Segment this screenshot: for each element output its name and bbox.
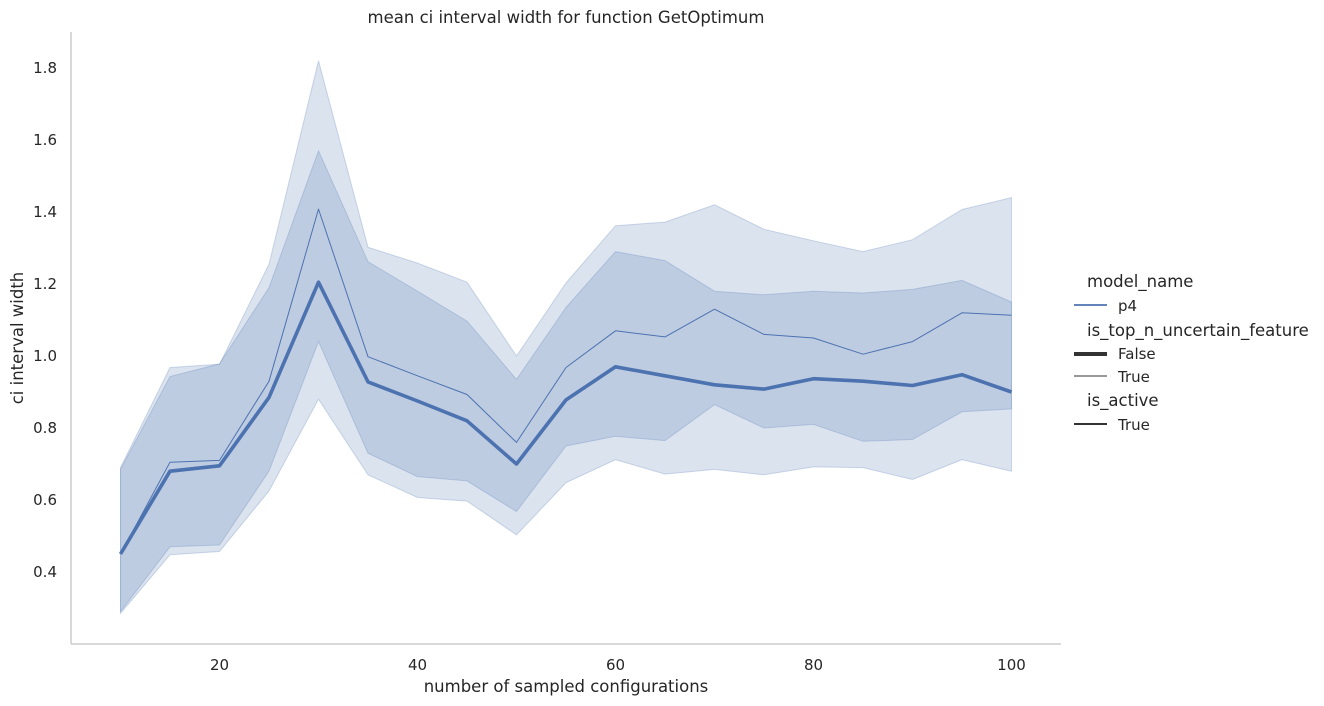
y-tick-label: 0.8 <box>33 419 57 437</box>
legend: model_name p4 is_top_n_uncertain_feature… <box>1074 272 1309 434</box>
legend-label-true: True <box>1117 368 1150 386</box>
series-line-true <box>120 208 1012 555</box>
x-tick-label: 80 <box>804 656 823 674</box>
chart-title: mean ci interval width for function GetO… <box>368 8 765 27</box>
x-tick-label: 100 <box>997 656 1026 674</box>
ci-band-true <box>120 60 1012 615</box>
y-tick-label: 1.2 <box>33 275 57 293</box>
y-tick-label: 0.4 <box>33 563 57 581</box>
y-axis-label: ci interval width <box>8 272 27 405</box>
y-tick-labels: 0.4 0.6 0.8 1.0 1.2 1.4 1.6 1.8 <box>33 59 57 581</box>
legend-title-is-top-n: is_top_n_uncertain_feature <box>1087 321 1309 341</box>
legend-label-p4: p4 <box>1118 297 1137 315</box>
series-line-false <box>118 280 1013 555</box>
y-tick-label: 1.6 <box>33 131 57 149</box>
x-tick-label: 40 <box>408 656 427 674</box>
legend-title-is-active: is_active <box>1087 391 1159 411</box>
legend-title-model-name: model_name <box>1087 272 1193 292</box>
y-tick-label: 1.0 <box>33 347 57 365</box>
y-tick-label: 1.4 <box>33 203 57 221</box>
legend-label-active-true: True <box>1117 416 1150 434</box>
ci-band-false <box>120 149 1012 614</box>
x-axis-label: number of sampled configurations <box>424 677 709 696</box>
series-lines <box>118 208 1013 555</box>
x-tick-label: 20 <box>210 656 229 674</box>
y-tick-label: 0.6 <box>33 491 57 509</box>
legend-label-false: False <box>1118 345 1156 363</box>
x-tick-label: 60 <box>606 656 625 674</box>
x-tick-labels: 20 40 60 80 100 <box>210 656 1026 674</box>
y-tick-label: 1.8 <box>33 59 57 77</box>
ci-bands <box>120 60 1012 615</box>
